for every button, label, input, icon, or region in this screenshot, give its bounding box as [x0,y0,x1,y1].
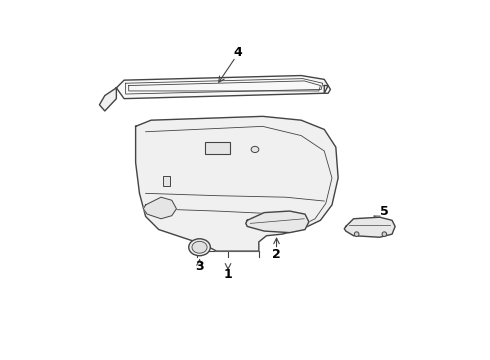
Polygon shape [143,197,176,219]
Ellipse shape [251,147,259,153]
Circle shape [382,232,387,237]
Bar [205,142,229,154]
Bar [163,176,171,186]
Polygon shape [344,217,395,237]
Polygon shape [99,88,117,111]
Ellipse shape [192,241,207,253]
Polygon shape [245,211,309,233]
Text: 3: 3 [195,260,204,273]
Text: 5: 5 [380,204,389,217]
Polygon shape [136,116,338,251]
Ellipse shape [189,239,210,256]
Text: 1: 1 [223,268,232,281]
Polygon shape [117,76,328,99]
Text: 2: 2 [272,248,281,261]
Circle shape [354,232,359,237]
Text: 4: 4 [234,46,243,59]
